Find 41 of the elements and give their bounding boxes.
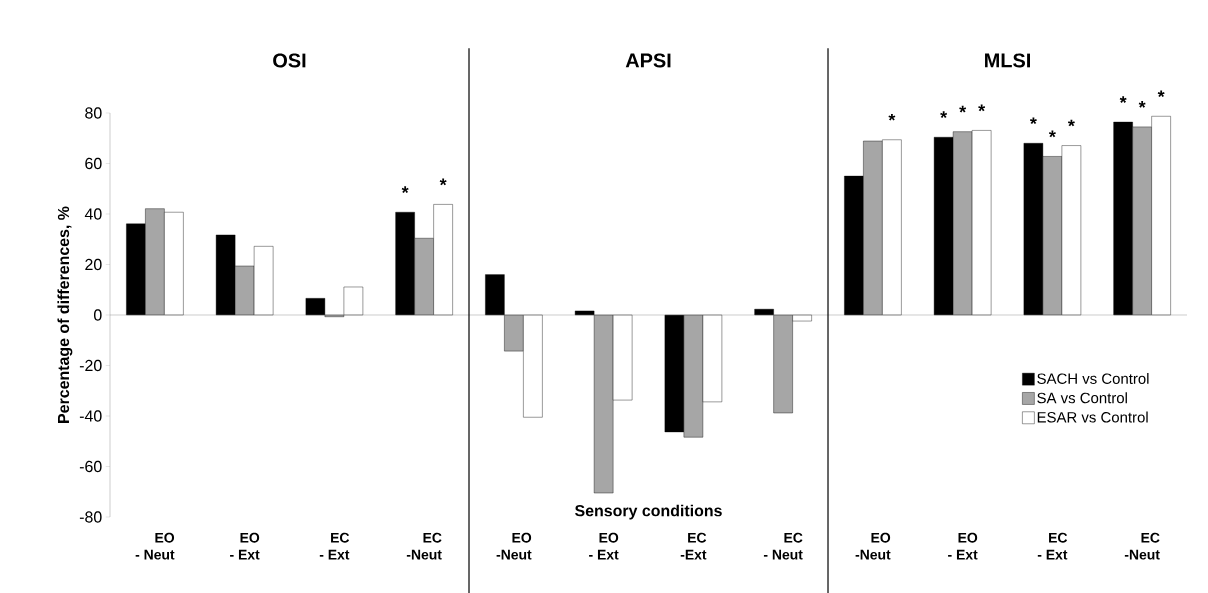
data-label: * <box>1029 117 1037 125</box>
data-label: * <box>1067 119 1075 127</box>
text: MLSI <box>985 53 1030 68</box>
legend-label: ESAR vs Control <box>1037 411 1148 423</box>
x-tick-label: EO - Ext <box>948 532 978 560</box>
data-label: * <box>1138 101 1146 108</box>
y-tick-label: 40 <box>84 208 102 220</box>
y-axis-title: Percentage of differences, % <box>57 206 73 423</box>
x-tick-label: EO - Neut <box>135 532 175 560</box>
y-tick-label: -20 <box>79 359 102 372</box>
x-tick-label: EC -Ext <box>680 532 707 560</box>
data-label: * <box>978 104 986 112</box>
y-tick-label: -60 <box>79 460 102 473</box>
x-tick-label: EC - Neut <box>763 532 803 560</box>
legend-label: SACH vs Control <box>1037 372 1149 384</box>
x-tick-label: EO - Ext <box>230 532 260 560</box>
text: OSI <box>273 53 306 68</box>
x-tick-label: EO -Neut <box>855 532 891 560</box>
x-tick-label: EO -Neut <box>496 532 532 560</box>
data-label: * <box>1119 96 1127 103</box>
data-label: * <box>1048 130 1056 138</box>
y-tick-label: 20 <box>85 258 102 271</box>
data-label: * <box>439 178 447 186</box>
y-tick-label: -40 <box>79 410 102 422</box>
y-tick-label: -80 <box>79 511 102 523</box>
y-tick-label: 80 <box>85 107 102 119</box>
x-tick-label: EO - Ext <box>589 532 619 560</box>
data-label: * <box>940 111 948 119</box>
x-tick-label: EC - Ext <box>1037 532 1068 560</box>
x-tick-label: EC -Neut <box>1124 532 1160 560</box>
x-axis-title: Sensory conditions <box>575 504 722 520</box>
data-label: * <box>1157 90 1165 98</box>
x-tick-label: EC - Ext <box>319 532 350 560</box>
data-label: * <box>959 105 967 113</box>
y-tick-label: 60 <box>85 157 102 170</box>
data-label: * <box>888 113 896 121</box>
y-tick-label: 0 <box>93 309 102 321</box>
x-tick-label: EC -Neut <box>406 532 442 560</box>
text: APSI <box>625 53 671 68</box>
legend-label: SA vs Control <box>1037 392 1127 404</box>
data-label: * <box>401 186 409 194</box>
